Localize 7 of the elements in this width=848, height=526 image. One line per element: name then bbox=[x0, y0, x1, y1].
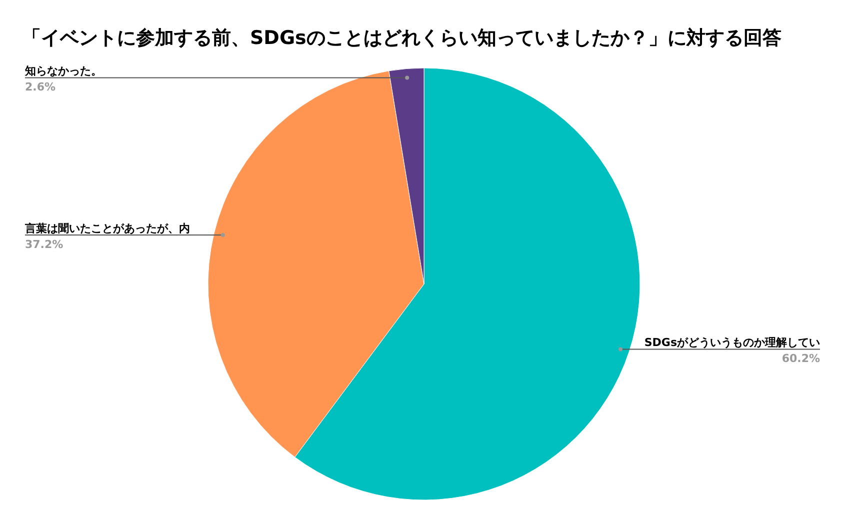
chart-title: 「イベントに参加する前、SDGsのことはどれくらい知っていましたか？」に対する回答 bbox=[22, 27, 782, 49]
slice-label: 知らなかった。 bbox=[24, 64, 102, 78]
data-label: 60.2% bbox=[782, 352, 820, 366]
data-label: 2.6% bbox=[25, 80, 56, 94]
slice-label: 言葉は聞いたことがあったが、内 bbox=[24, 222, 190, 236]
data-label: 37.2% bbox=[25, 238, 64, 252]
slice-label: SDGsがどういうものか理解してい bbox=[644, 336, 820, 350]
